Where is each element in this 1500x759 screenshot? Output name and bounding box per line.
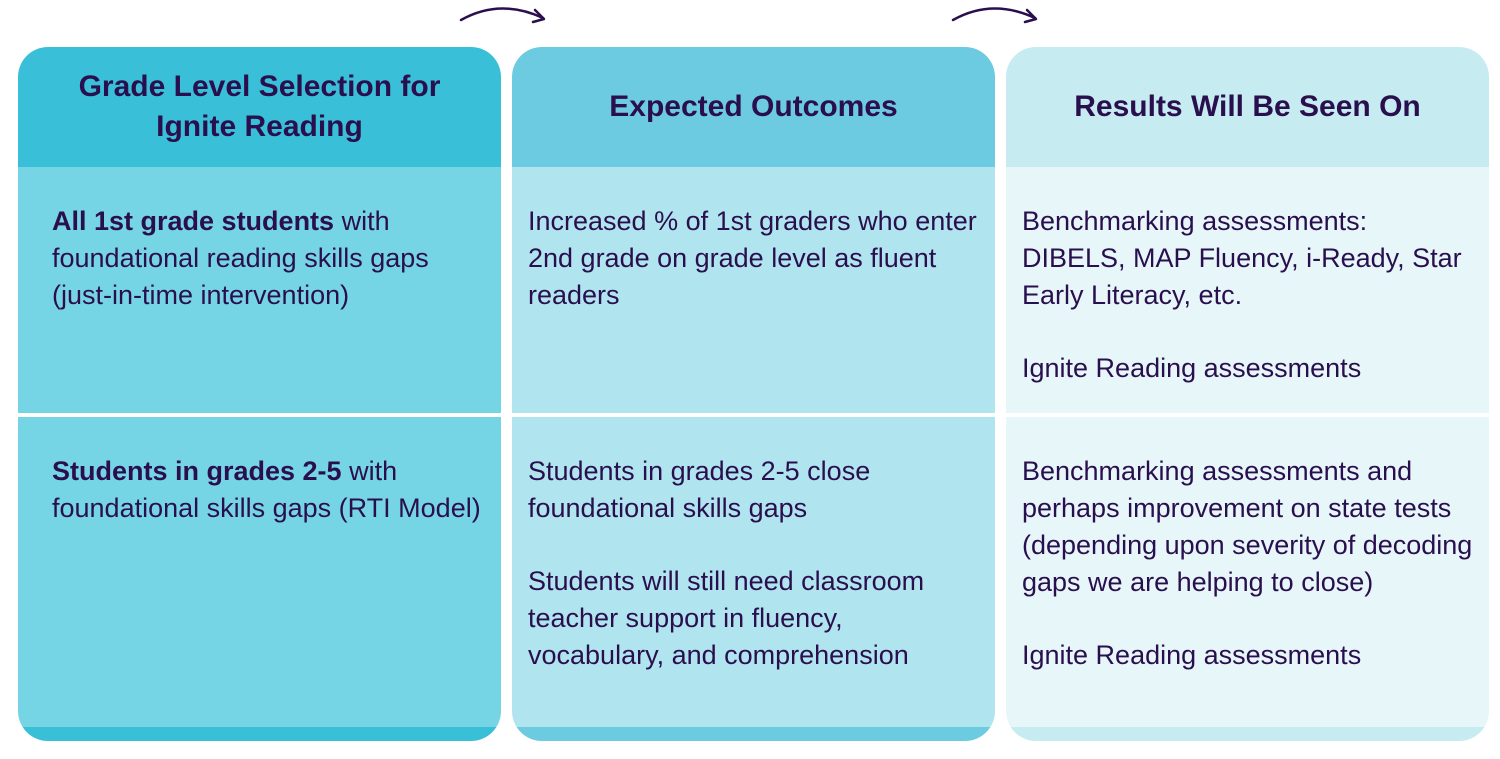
cell-text: Students in grades 2-5 close foundationa…	[528, 456, 871, 523]
cell-first-grade-results: Benchmarking assessments: DIBELS, MAP Fl…	[1006, 167, 1489, 413]
curved-arrow-right-icon	[951, 7, 1038, 24]
header-line: Results Will Be Seen On	[1074, 90, 1421, 123]
cell-bold-text: Students in grades 2-5	[52, 456, 342, 486]
cell-text: Benchmarking assessments and perhaps imp…	[1022, 456, 1473, 597]
cell-first-grade: All 1st grade students with foundational…	[18, 167, 501, 413]
grade-level-column: Grade Level Selection for Ignite Reading…	[18, 47, 501, 741]
cell-grades-2-5: Students in grades 2-5 with foundational…	[18, 417, 501, 727]
header-line: Ignite Reading	[156, 110, 363, 143]
cell-text: with foundational skills gaps (RTI Model…	[52, 456, 481, 523]
cell-grades-2-5-results: Benchmarking assessments and perhaps imp…	[1006, 417, 1489, 727]
cell-bold-text: All 1st grade students	[52, 206, 335, 236]
column-footer	[18, 727, 501, 741]
cell-first-grade-outcome: Increased % of 1st graders who enter 2nd…	[512, 167, 995, 413]
column-header: Results Will Be Seen On	[1006, 47, 1489, 167]
expected-outcomes-column: Expected Outcomes Increased % of 1st gra…	[512, 47, 995, 741]
cell-text: Students will still need classroom teach…	[528, 566, 925, 670]
header-line: Expected Outcomes	[609, 90, 898, 123]
cell-text: Ignite Reading assessments	[1022, 353, 1362, 383]
curved-arrow-right-icon	[459, 7, 546, 24]
cell-text: Benchmarking assessments: DIBELS, MAP Fl…	[1022, 206, 1462, 310]
column-footer	[1006, 727, 1489, 741]
header-line: Grade Level Selection for	[78, 70, 441, 103]
column-footer	[512, 727, 995, 741]
cell-text: Increased % of 1st graders who enter 2nd…	[528, 206, 977, 310]
column-header: Expected Outcomes	[512, 47, 995, 167]
cell-grades-2-5-outcome: Students in grades 2-5 close foundationa…	[512, 417, 995, 727]
column-header: Grade Level Selection for Ignite Reading	[18, 47, 501, 167]
cell-text: with foundational reading skills gaps (j…	[52, 206, 429, 310]
results-column: Results Will Be Seen On Benchmarking ass…	[1006, 47, 1489, 741]
cell-text: Ignite Reading assessments	[1022, 640, 1362, 670]
